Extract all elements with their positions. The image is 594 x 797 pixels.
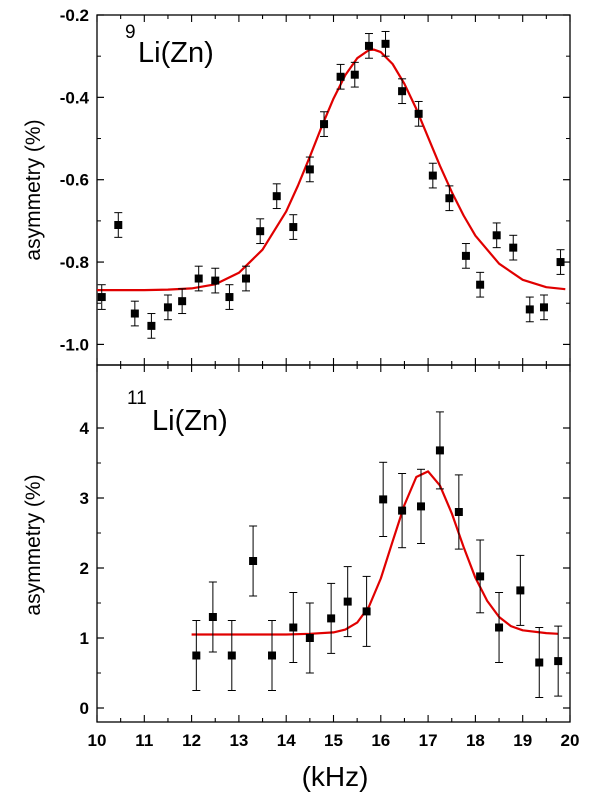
top-y-axis-label: asymmetry (%) (22, 119, 45, 260)
x-tick-label: 19 (513, 731, 532, 750)
x-tick-label: 11 (135, 731, 153, 750)
top-data-point (130, 309, 139, 318)
top-data-point (525, 305, 534, 314)
top-data-point (305, 165, 314, 174)
top-data-point (256, 227, 265, 236)
bottom-ytick-label: 2 (80, 559, 89, 578)
bottom-data-point (343, 597, 352, 606)
bottom-data-point (192, 651, 201, 660)
top-data-point (381, 39, 390, 48)
top-data-point (114, 221, 123, 229)
bottom-data-point (208, 613, 217, 621)
top-ytick-label: -0.6 (60, 171, 89, 190)
top-ytick-label: -0.4 (60, 88, 90, 107)
top-data-point (272, 192, 281, 201)
bottom-data-point (535, 658, 544, 667)
bottom-data-point (289, 623, 298, 632)
bottom-y-ticks: 0 1 2 3 4 (80, 419, 570, 718)
top-data-point (414, 109, 423, 118)
x-tick-label: 12 (182, 731, 201, 750)
top-y-ticks: -1.0 -0.8 -0.6 -0.4 -0.2 (60, 6, 570, 354)
bottom-ytick-label: 1 (80, 629, 89, 648)
top-panel-isotope-mass: 9 (125, 22, 136, 43)
top-data-point (320, 120, 329, 129)
x-tick-label: 13 (229, 731, 248, 750)
top-x-ticks (96, 15, 571, 365)
top-data-point (163, 303, 172, 312)
bottom-panel-isotope-mass: 11 (127, 388, 147, 409)
bottom-data-point (398, 506, 407, 515)
x-tick-label: 10 (88, 731, 107, 750)
top-panel: -1.0 -0.8 -0.6 -0.4 -0.2 9 Li(Zn) asymmetry … (22, 6, 571, 366)
bottom-data-point (305, 634, 314, 642)
top-data-point (241, 274, 250, 283)
top-data-point (476, 280, 485, 289)
bottom-data-point (379, 495, 388, 504)
top-data-point (225, 293, 234, 302)
top-data-point (428, 171, 437, 180)
top-data-point (556, 258, 565, 267)
top-ytick-label: -0.2 (60, 6, 89, 25)
top-data-point (364, 41, 373, 50)
bottom-x-ticks: 10 11 12 13 14 15 16 17 18 19 20 (88, 365, 580, 750)
bottom-ytick-label: 3 (80, 489, 89, 508)
bottom-data-points (192, 411, 563, 698)
bottom-data-point (454, 508, 463, 516)
bottom-fit-line (191, 470, 559, 636)
top-data-point (398, 87, 407, 96)
bottom-data-point (362, 607, 371, 616)
top-data-point (445, 194, 454, 203)
bottom-ytick-label: 0 (80, 699, 89, 718)
bottom-data-point (495, 623, 504, 632)
top-fit-curve (97, 48, 566, 292)
top-data-point (539, 303, 548, 312)
top-data-point (211, 276, 220, 285)
bottom-ytick-label: 4 (80, 419, 90, 438)
top-panel-label: Li(Zn) (138, 37, 214, 69)
bottom-data-point (327, 614, 336, 623)
bottom-y-axis-label: asymmetry (%) (22, 474, 45, 615)
top-data-points (97, 30, 565, 339)
x-tick-label: 17 (419, 731, 438, 750)
top-data-point (350, 70, 359, 79)
top-data-point (147, 321, 156, 330)
top-data-point (289, 223, 298, 232)
top-data-point (492, 231, 501, 240)
bottom-data-point (417, 502, 426, 511)
top-fit-line (97, 48, 566, 292)
bottom-data-point (476, 572, 485, 581)
top-data-point (336, 72, 345, 81)
bottom-data-point (268, 651, 277, 660)
top-ytick-label: -0.8 (60, 253, 89, 272)
top-data-point (194, 274, 203, 283)
x-tick-label: 16 (371, 731, 390, 750)
top-data-point (509, 243, 518, 252)
bottom-fit-curve (191, 470, 559, 636)
x-tick-label: 15 (324, 731, 343, 750)
bottom-data-point (227, 651, 236, 660)
bottom-data-point (435, 446, 444, 455)
x-axis-label: (kHz) (302, 761, 369, 792)
x-tick-label: 18 (466, 731, 485, 750)
x-tick-label: 14 (277, 731, 296, 750)
top-data-point (178, 297, 187, 306)
top-ytick-label: -1.0 (60, 335, 89, 354)
top-data-point (97, 293, 106, 302)
bottom-data-point (516, 586, 525, 595)
bottom-data-point (249, 557, 258, 565)
x-tick-label: 20 (561, 731, 580, 750)
bottom-panel-label: Li(Zn) (152, 405, 228, 437)
top-data-point (461, 251, 470, 260)
bottom-data-point (554, 657, 563, 666)
